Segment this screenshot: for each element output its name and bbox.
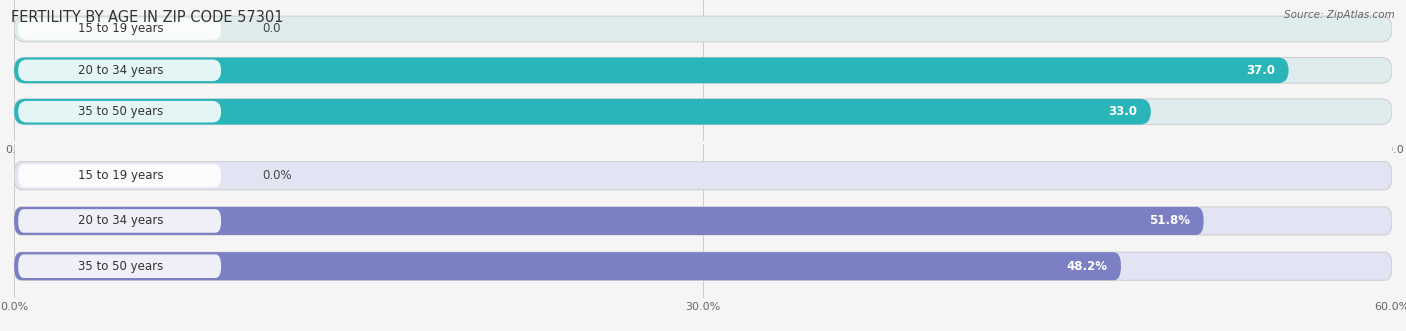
Text: 48.2%: 48.2% [1066,260,1107,273]
FancyBboxPatch shape [14,252,1121,280]
Text: 20 to 34 years: 20 to 34 years [79,64,163,77]
FancyBboxPatch shape [18,101,221,122]
Text: 51.8%: 51.8% [1149,214,1189,227]
FancyBboxPatch shape [14,207,1392,235]
Text: 37.0: 37.0 [1246,64,1275,77]
FancyBboxPatch shape [14,58,1289,83]
Text: 15 to 19 years: 15 to 19 years [79,23,163,35]
FancyBboxPatch shape [14,162,1392,190]
Text: 0.0: 0.0 [262,23,281,35]
Text: 15 to 19 years: 15 to 19 years [79,169,163,182]
FancyBboxPatch shape [18,18,221,40]
FancyBboxPatch shape [14,99,1152,124]
Text: 35 to 50 years: 35 to 50 years [79,105,163,118]
FancyBboxPatch shape [14,207,1204,235]
FancyBboxPatch shape [14,252,1392,280]
FancyBboxPatch shape [18,164,221,187]
Text: Source: ZipAtlas.com: Source: ZipAtlas.com [1284,10,1395,20]
FancyBboxPatch shape [14,16,1392,42]
FancyBboxPatch shape [18,60,221,81]
Text: 33.0: 33.0 [1108,105,1137,118]
Text: 20 to 34 years: 20 to 34 years [79,214,163,227]
Text: 35 to 50 years: 35 to 50 years [79,260,163,273]
FancyBboxPatch shape [14,58,1392,83]
FancyBboxPatch shape [14,99,1392,124]
Text: 0.0%: 0.0% [262,169,291,182]
Text: FERTILITY BY AGE IN ZIP CODE 57301: FERTILITY BY AGE IN ZIP CODE 57301 [11,10,284,25]
FancyBboxPatch shape [18,255,221,278]
FancyBboxPatch shape [18,209,221,233]
